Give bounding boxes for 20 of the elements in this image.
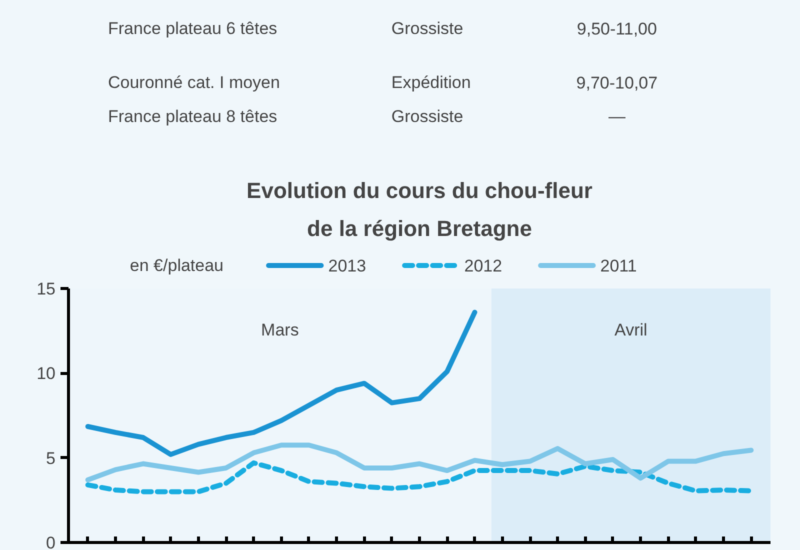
text: Expédition (391, 73, 471, 92)
text: France plateau 8 têtes (108, 107, 278, 126)
legend-label: 2012 (464, 256, 502, 276)
text: Grossiste (391, 19, 464, 38)
legend-label: 2011 (600, 256, 637, 276)
text: — (608, 107, 626, 126)
y-tick-label: 15 (36, 280, 56, 298)
y-tick-label: 10 (36, 364, 56, 384)
chart-title: Evolution du cours du chou-fleur de la région Bretagne (246, 178, 593, 241)
annotation: Mars (261, 320, 299, 340)
y-axis-title: en €/plateau (130, 256, 224, 275)
legend-label: 2013 (328, 256, 366, 276)
annotation: Avril (614, 320, 648, 340)
y-tick-label: 5 (46, 448, 56, 468)
y-tick-label: 0 (46, 534, 56, 550)
text: 9,50-11,00 (576, 20, 657, 38)
text: 9,70-10,07 (576, 74, 658, 92)
text: Couronné cat. I moyen (108, 73, 280, 92)
text: France plateau 6 têtes (108, 19, 278, 38)
text: Grossiste (391, 107, 464, 126)
